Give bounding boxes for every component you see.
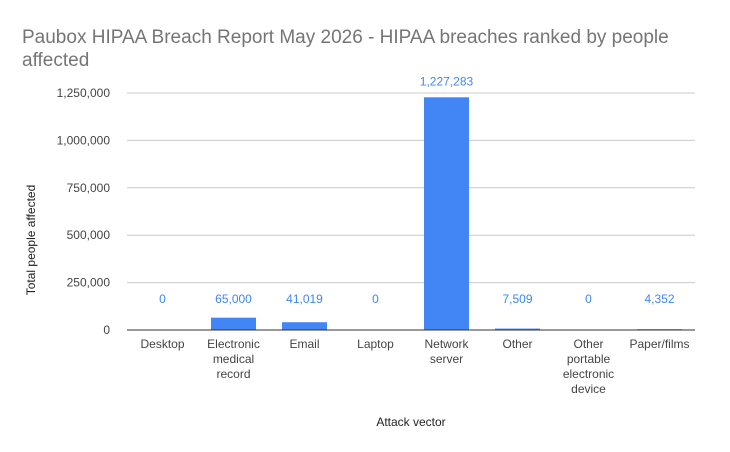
data-label: 0 bbox=[585, 292, 592, 306]
x-tick-label: Desktop bbox=[140, 337, 184, 351]
y-axis-title: Total people affected bbox=[24, 185, 38, 296]
bar bbox=[495, 328, 540, 330]
data-label: 65,000 bbox=[215, 292, 252, 306]
y-tick-label: 750,000 bbox=[67, 181, 111, 195]
x-tick-label: Paper/films bbox=[629, 337, 689, 351]
x-tick-label: Other bbox=[502, 337, 532, 351]
data-label: 41,019 bbox=[286, 292, 323, 306]
x-tick-label: Laptop bbox=[357, 337, 394, 351]
y-tick-label: 0 bbox=[103, 323, 110, 337]
data-label: 0 bbox=[372, 292, 379, 306]
chart-title-line-1: Paubox HIPAA Breach Report May 2026 - HI… bbox=[22, 27, 669, 48]
gridlines bbox=[127, 92, 695, 284]
data-labels: 0 65,000 41,019 0 1,227,283 7,509 0 4,352 bbox=[159, 74, 675, 306]
bar bbox=[424, 97, 469, 330]
bar bbox=[211, 317, 256, 330]
x-tick-label: Electronic medical record bbox=[207, 337, 260, 381]
y-tick-label: 500,000 bbox=[67, 228, 111, 242]
y-tick-label: 1,000,000 bbox=[57, 133, 111, 147]
x-tick-label: Other portable electronic device bbox=[563, 337, 614, 396]
y-axis-ticks: 0 250,000 500,000 750,000 1,000,000 1,250,000 bbox=[57, 86, 111, 337]
data-label: 7,509 bbox=[502, 292, 532, 306]
x-tick-label: Email bbox=[289, 337, 319, 351]
data-label: 4,352 bbox=[644, 292, 674, 306]
data-label: 0 bbox=[159, 292, 166, 306]
y-tick-label: 250,000 bbox=[67, 276, 111, 290]
bar bbox=[282, 322, 327, 330]
y-tick-label: 1,250,000 bbox=[57, 86, 111, 100]
x-tick-label: Network server bbox=[424, 337, 469, 366]
x-axis-title: Attack vector bbox=[376, 415, 445, 429]
data-label: 1,227,283 bbox=[420, 74, 474, 88]
bars bbox=[211, 97, 682, 331]
x-axis-ticks: Desktop Electronic medical record Email Lapto… bbox=[140, 337, 689, 396]
chart-title-line-2: affected bbox=[22, 50, 89, 71]
